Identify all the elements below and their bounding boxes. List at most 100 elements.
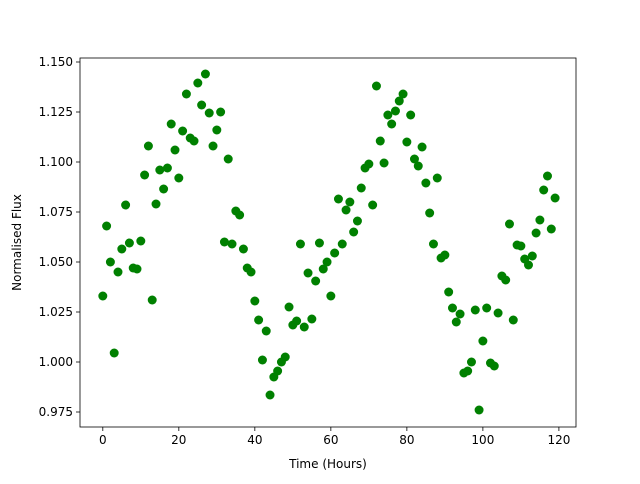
- data-point: [337, 239, 347, 249]
- x-tick-label: 60: [323, 433, 338, 447]
- y-axis-label: Normalised Flux: [10, 194, 24, 291]
- data-point: [166, 119, 176, 129]
- data-point: [501, 275, 511, 285]
- data-point: [299, 322, 309, 332]
- data-point: [508, 315, 518, 325]
- data-point: [178, 126, 188, 136]
- data-point: [170, 145, 180, 155]
- x-tick-label: 80: [399, 433, 414, 447]
- data-point: [466, 357, 476, 367]
- data-point: [318, 264, 328, 274]
- data-point: [322, 257, 332, 267]
- data-point: [379, 158, 389, 168]
- data-point: [162, 163, 172, 173]
- data-point: [356, 183, 366, 193]
- data-point: [539, 185, 549, 195]
- data-point: [109, 348, 119, 358]
- data-point: [368, 200, 378, 210]
- x-tick-label: 40: [247, 433, 262, 447]
- data-point: [105, 257, 115, 267]
- data-point: [314, 238, 324, 248]
- y-axis-ticks: 0.975 1.000 1.025 1.050 1.075 1.100 1.125 1.150: [39, 55, 80, 419]
- data-point: [523, 260, 533, 270]
- data-point: [307, 314, 317, 324]
- data-point: [257, 355, 267, 365]
- data-point: [375, 136, 385, 146]
- data-point: [189, 136, 199, 146]
- data-point: [238, 244, 248, 254]
- data-point: [216, 107, 226, 117]
- data-point: [402, 137, 412, 147]
- data-point: [535, 215, 545, 225]
- data-point: [421, 178, 431, 188]
- data-point: [349, 227, 359, 237]
- data-point: [132, 264, 142, 274]
- data-point: [516, 241, 526, 251]
- x-tick-label: 0: [99, 433, 107, 447]
- axes-frame: [79, 57, 577, 428]
- data-point: [345, 197, 355, 207]
- data-point: [428, 239, 438, 249]
- data-point: [200, 69, 210, 79]
- data-point: [197, 100, 207, 110]
- data-point: [303, 268, 313, 278]
- data-point: [364, 159, 374, 169]
- data-point: [181, 89, 191, 99]
- data-point: [417, 142, 427, 152]
- data-point: [147, 295, 157, 305]
- data-point: [140, 170, 150, 180]
- data-point: [280, 352, 290, 362]
- data-point: [489, 361, 499, 371]
- data-point: [151, 199, 161, 209]
- data-point: [504, 219, 514, 229]
- data-point: [113, 267, 123, 277]
- data-point: [527, 251, 537, 261]
- data-point: [295, 239, 305, 249]
- y-tick-label: 1.125: [39, 105, 73, 119]
- data-point: [531, 228, 541, 238]
- data-point: [273, 366, 283, 376]
- data-point: [478, 336, 488, 346]
- data-point: [174, 173, 184, 183]
- y-tick-label: 1.075: [39, 205, 73, 219]
- data-point: [444, 287, 454, 297]
- data-point: [292, 316, 302, 326]
- x-axis-label: Time (Hours): [288, 457, 367, 471]
- data-point: [451, 317, 461, 327]
- data-point: [208, 141, 218, 151]
- data-point: [383, 110, 393, 120]
- data-point: [212, 125, 222, 135]
- data-point: [265, 390, 275, 400]
- x-axis-ticks: 0 20 40 60 80 100 120: [99, 427, 570, 447]
- data-point: [371, 81, 381, 91]
- x-tick-label: 20: [171, 433, 186, 447]
- y-tick-label: 1.000: [39, 355, 73, 369]
- data-point: [406, 110, 416, 120]
- data-point: [204, 108, 214, 118]
- y-tick-label: 1.025: [39, 305, 73, 319]
- data-point: [455, 309, 465, 319]
- data-point: [136, 236, 146, 246]
- data-point: [440, 250, 450, 260]
- data-point: [470, 305, 480, 315]
- data-point: [219, 237, 229, 247]
- data-point: [250, 296, 260, 306]
- data-point: [546, 224, 556, 234]
- y-tick-label: 0.975: [39, 405, 73, 419]
- data-point: [330, 248, 340, 258]
- data-point: [432, 173, 442, 183]
- data-point: [482, 303, 492, 313]
- data-point: [261, 326, 271, 336]
- data-point: [124, 238, 134, 248]
- y-tick-label: 1.050: [39, 255, 73, 269]
- data-point: [117, 244, 127, 254]
- data-point: [254, 315, 264, 325]
- data-point: [394, 96, 404, 106]
- data-point: [143, 141, 153, 151]
- data-point: [227, 239, 237, 249]
- data-point: [409, 154, 419, 164]
- y-tick-label: 1.100: [39, 155, 73, 169]
- data-point: [463, 366, 473, 376]
- data-point: [223, 154, 233, 164]
